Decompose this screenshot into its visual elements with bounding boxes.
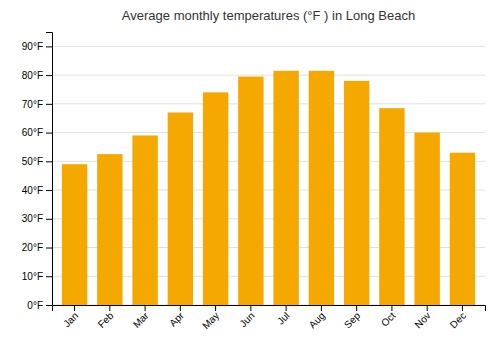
bar bbox=[450, 153, 475, 305]
x-tick: Sep bbox=[342, 305, 363, 330]
y-tick: 10°F bbox=[22, 271, 52, 282]
x-tick-mark bbox=[321, 305, 322, 311]
bar bbox=[62, 164, 87, 305]
x-tick: Jan bbox=[61, 305, 80, 329]
y-tick: 0°F bbox=[27, 300, 52, 311]
x-tick: Mar bbox=[131, 305, 151, 330]
x-tick: Nov bbox=[412, 305, 432, 330]
y-tick: 40°F bbox=[22, 185, 52, 196]
x-tick-mark bbox=[356, 305, 357, 311]
y-tick-label: 20°F bbox=[22, 242, 43, 253]
y-tick-mark bbox=[46, 75, 52, 76]
x-tick: Jun bbox=[237, 305, 256, 329]
y-tick-label: 0°F bbox=[27, 300, 43, 311]
bar bbox=[168, 112, 193, 305]
grid-line bbox=[52, 103, 485, 104]
y-tick-label: 60°F bbox=[22, 127, 43, 138]
y-tick-mark bbox=[46, 133, 52, 134]
x-tick-label: Jan bbox=[61, 310, 80, 329]
x-tick-label: Mar bbox=[131, 309, 151, 329]
x-tick-mark bbox=[427, 305, 428, 311]
y-axis: 0°F 10°F 20°F 30°F 40°F 50°F 60°F 70°F 80°F 90°F bbox=[22, 33, 53, 311]
y-tick-label: 10°F bbox=[22, 271, 43, 282]
x-axis: Jan Feb Mar Apr May Jun Jul Aug Sep Oct Nov Dec bbox=[53, 305, 486, 331]
y-tick-mark bbox=[46, 219, 52, 220]
x-tick: Oct bbox=[379, 305, 398, 329]
y-tick: 70°F bbox=[22, 99, 52, 110]
y-tick-label: 90°F bbox=[22, 41, 43, 52]
bar bbox=[344, 81, 369, 305]
x-tick: Dec bbox=[448, 305, 468, 330]
y-tick: 30°F bbox=[22, 213, 52, 224]
y-tick-mark bbox=[46, 190, 52, 191]
bar bbox=[238, 77, 263, 305]
chart-svg: 0°F 10°F 20°F 30°F 40°F 50°F 60°F 70°F 80°F 90°F J… bbox=[0, 0, 500, 350]
x-tick-mark bbox=[180, 305, 181, 311]
y-tick-label: 70°F bbox=[22, 99, 43, 110]
y-tick-label: 30°F bbox=[22, 213, 43, 224]
plot-area bbox=[62, 71, 475, 305]
x-tick-mark bbox=[109, 305, 110, 311]
y-tick: 80°F bbox=[22, 70, 52, 81]
x-tick-label: Jun bbox=[237, 310, 256, 329]
x-tick-label: Jul bbox=[275, 310, 292, 327]
y-tick-mark bbox=[46, 248, 52, 249]
x-tick: Aug bbox=[307, 305, 327, 330]
y-tick: 50°F bbox=[22, 156, 52, 167]
y-tick-mark bbox=[46, 305, 52, 306]
grid-line bbox=[52, 46, 485, 47]
x-tick-mark bbox=[215, 305, 216, 311]
y-tick-label: 50°F bbox=[22, 156, 43, 167]
bar bbox=[273, 71, 298, 305]
x-tick-mark bbox=[391, 305, 392, 311]
bar bbox=[203, 92, 228, 305]
chart-container: 0°F 10°F 20°F 30°F 40°F 50°F 60°F 70°F 80°F 90°F J… bbox=[0, 0, 500, 350]
x-tick: Apr bbox=[167, 305, 186, 329]
x-tick-mark bbox=[462, 305, 463, 311]
grid bbox=[52, 46, 485, 305]
x-tick-label: Sep bbox=[342, 310, 363, 331]
y-tick-mark bbox=[46, 46, 52, 47]
x-axis-line bbox=[53, 306, 486, 312]
y-tick: 20°F bbox=[22, 242, 52, 253]
x-tick-label: May bbox=[200, 310, 221, 331]
x-tick-mark bbox=[74, 305, 75, 311]
y-axis-line bbox=[46, 33, 53, 306]
bar bbox=[309, 71, 334, 305]
y-tick-mark bbox=[46, 104, 52, 105]
x-tick: Jul bbox=[275, 305, 292, 327]
y-tick-mark bbox=[46, 161, 52, 162]
x-tick-label: Apr bbox=[167, 309, 186, 328]
chart-title: Average monthly temperatures (°F ) in Lo… bbox=[122, 8, 415, 23]
x-tick-label: Nov bbox=[412, 310, 432, 330]
x-tick-label: Feb bbox=[96, 310, 116, 330]
y-tick: 60°F bbox=[22, 127, 52, 138]
y-tick-mark bbox=[46, 276, 52, 277]
x-tick: May bbox=[200, 305, 221, 331]
x-tick-mark bbox=[286, 305, 287, 311]
x-tick: Feb bbox=[96, 305, 116, 330]
bar bbox=[379, 108, 404, 305]
x-tick-label: Dec bbox=[448, 310, 468, 330]
x-tick-label: Aug bbox=[307, 310, 327, 330]
grid-line bbox=[52, 75, 485, 76]
x-tick-mark bbox=[145, 305, 146, 311]
x-tick-label: Oct bbox=[379, 310, 398, 329]
y-tick-label: 40°F bbox=[22, 185, 43, 196]
bar bbox=[414, 133, 439, 305]
y-tick-label: 80°F bbox=[22, 70, 43, 81]
bar bbox=[97, 154, 122, 305]
bar bbox=[132, 135, 157, 305]
y-tick: 90°F bbox=[22, 41, 52, 52]
x-tick-mark bbox=[250, 305, 251, 311]
